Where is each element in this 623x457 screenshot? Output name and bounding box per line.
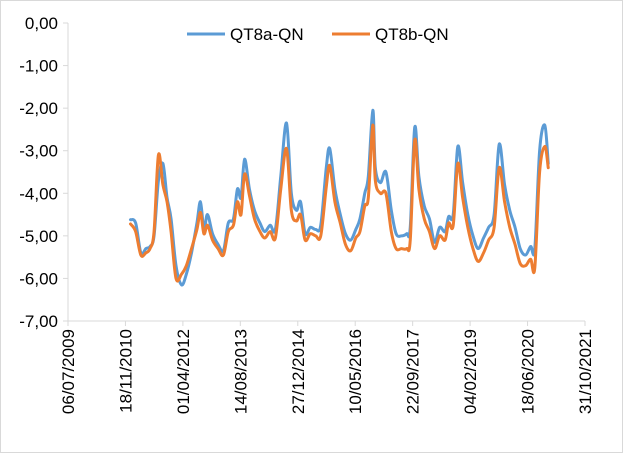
x-tick-label: 10/05/2016 bbox=[346, 329, 365, 414]
y-tick-label: -5,00 bbox=[19, 227, 58, 246]
axes: 0,00-1,00-2,00-3,00-4,00-5,00-6,00-7,000… bbox=[19, 14, 595, 414]
x-tick-label: 22/09/2017 bbox=[404, 329, 423, 414]
x-tick-label: 14/08/2013 bbox=[231, 329, 250, 414]
y-tick-label: -1,00 bbox=[19, 57, 58, 76]
legend-label: QT8a-QN bbox=[230, 25, 304, 44]
y-tick-label: -3,00 bbox=[19, 142, 58, 161]
series-line-qt8b-qn bbox=[129, 123, 550, 283]
x-tick-label: 04/02/2019 bbox=[461, 329, 480, 414]
series-lines bbox=[129, 108, 550, 287]
y-tick-label: 0,00 bbox=[25, 14, 58, 33]
x-tick-label: 06/07/2009 bbox=[59, 329, 78, 414]
y-tick-label: -2,00 bbox=[19, 99, 58, 118]
y-tick-label: -4,00 bbox=[19, 184, 58, 203]
y-tick-label: -6,00 bbox=[19, 269, 58, 288]
series-line-qt8a-qn bbox=[129, 108, 550, 287]
y-tick-label: -7,00 bbox=[19, 312, 58, 331]
x-tick-label: 18/11/2010 bbox=[116, 329, 135, 413]
x-tick-label: 01/04/2012 bbox=[174, 329, 193, 414]
x-tick-label: 18/06/2020 bbox=[519, 329, 538, 414]
legend-label: QT8b-QN bbox=[375, 25, 449, 44]
legend: QT8a-QN QT8b-QN bbox=[187, 25, 449, 44]
x-tick-label: 31/10/2021 bbox=[576, 329, 595, 414]
x-tick-label: 27/12/2014 bbox=[289, 329, 308, 414]
